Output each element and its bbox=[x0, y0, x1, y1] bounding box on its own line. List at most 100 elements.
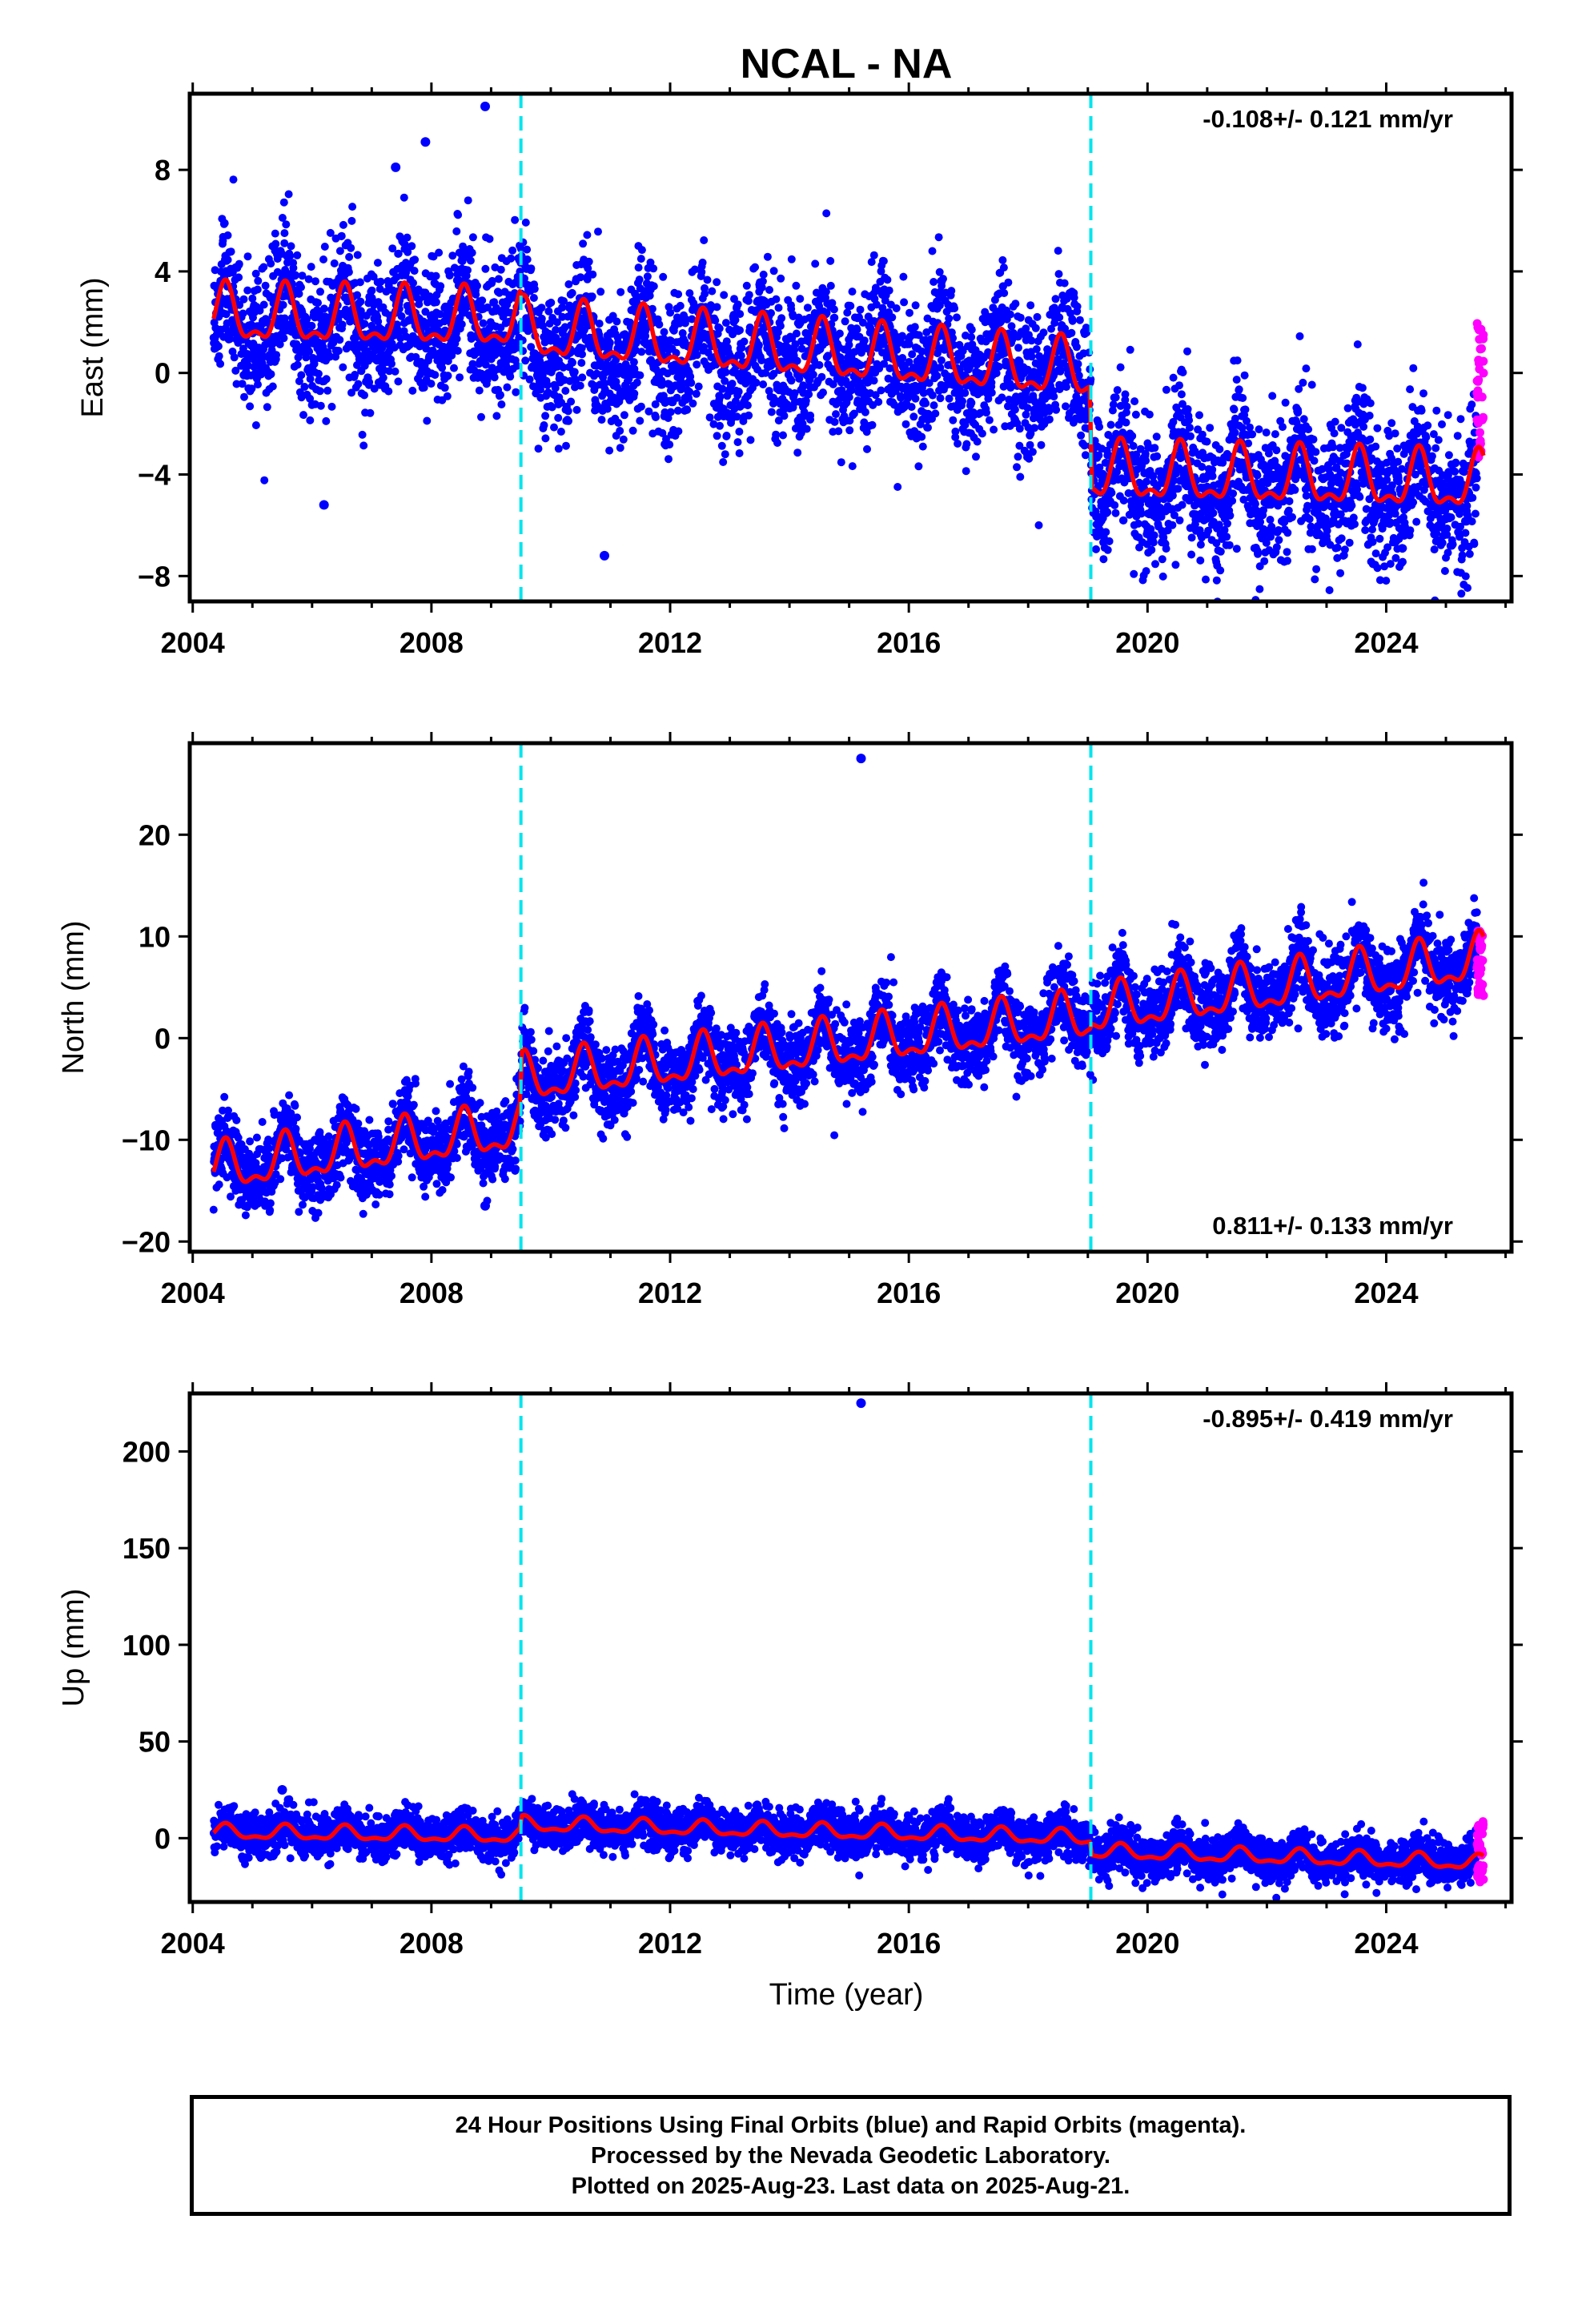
final-orbit-point bbox=[1028, 448, 1037, 456]
final-orbit-point bbox=[1105, 537, 1114, 545]
final-orbit-point bbox=[1081, 451, 1090, 460]
final-orbit-point bbox=[708, 287, 717, 296]
final-orbit-point bbox=[452, 227, 461, 235]
final-orbit-point bbox=[1417, 406, 1426, 415]
final-orbit-point bbox=[394, 377, 403, 386]
final-orbit-point bbox=[918, 442, 927, 451]
final-orbit-point bbox=[1110, 501, 1119, 509]
final-orbit-point bbox=[759, 380, 768, 388]
final-orbit-point bbox=[448, 251, 457, 260]
final-orbit-point bbox=[1099, 555, 1108, 564]
final-orbit-point bbox=[1333, 543, 1342, 552]
final-orbit-point bbox=[809, 370, 817, 379]
final-orbit-point bbox=[1150, 531, 1158, 540]
final-orbit-point bbox=[497, 400, 506, 408]
final-orbit-point bbox=[1196, 556, 1205, 565]
final-orbit-point bbox=[817, 372, 826, 381]
final-orbit-point bbox=[227, 247, 235, 256]
final-orbit-point bbox=[1142, 567, 1150, 576]
final-orbit-point bbox=[1394, 457, 1403, 466]
final-orbit-point bbox=[742, 281, 751, 290]
final-orbit-point bbox=[1281, 398, 1290, 407]
final-orbit-point bbox=[1203, 437, 1211, 446]
final-orbit-point bbox=[1283, 529, 1292, 537]
final-orbit-point bbox=[722, 432, 731, 440]
final-orbit-point bbox=[936, 394, 945, 403]
final-orbit-point bbox=[595, 320, 604, 328]
final-orbit-point bbox=[1412, 517, 1421, 526]
final-orbit-point bbox=[987, 388, 996, 397]
final-orbit-point bbox=[924, 424, 932, 432]
final-orbit-point bbox=[803, 304, 812, 312]
final-orbit-point bbox=[1228, 497, 1237, 505]
final-orbit-point bbox=[1215, 445, 1224, 453]
final-orbit-point bbox=[339, 363, 347, 372]
final-orbit-point bbox=[503, 383, 512, 392]
final-orbit-point bbox=[1202, 575, 1210, 584]
final-orbit-point bbox=[1208, 472, 1217, 480]
final-orbit-point bbox=[716, 421, 724, 430]
final-orbit-point bbox=[666, 308, 675, 317]
final-orbit-point bbox=[1113, 386, 1122, 395]
final-orbit-point bbox=[300, 383, 309, 391]
final-orbit-point bbox=[892, 304, 901, 312]
final-orbit-point bbox=[1310, 456, 1319, 465]
final-orbit-point bbox=[665, 440, 674, 449]
final-orbit-point bbox=[767, 309, 775, 317]
final-orbit-point bbox=[214, 342, 223, 351]
final-orbit-point bbox=[583, 231, 592, 239]
final-orbit-point bbox=[1422, 433, 1431, 441]
final-orbit-point bbox=[240, 392, 248, 401]
final-orbit-point bbox=[373, 259, 382, 267]
final-orbit-point bbox=[366, 408, 375, 417]
final-orbit-point bbox=[1054, 270, 1063, 279]
final-orbit-point bbox=[1010, 405, 1019, 414]
final-orbit-point bbox=[521, 356, 530, 365]
final-orbit-point bbox=[1060, 279, 1069, 287]
final-orbit-point bbox=[779, 431, 787, 440]
final-orbit-point bbox=[345, 252, 354, 261]
final-orbit-point bbox=[243, 252, 252, 261]
final-orbit-point bbox=[408, 386, 417, 395]
final-orbit-point bbox=[694, 382, 703, 391]
final-orbit-point bbox=[834, 427, 843, 436]
final-orbit-point bbox=[961, 388, 970, 397]
final-orbit-point bbox=[883, 275, 892, 284]
final-orbit-point bbox=[861, 408, 869, 416]
final-orbit-point bbox=[630, 389, 639, 398]
final-orbit-point bbox=[767, 408, 776, 416]
final-orbit-point bbox=[910, 323, 919, 332]
final-orbit-point bbox=[1016, 472, 1025, 481]
final-orbit-point bbox=[251, 269, 260, 278]
final-orbit-point bbox=[543, 380, 552, 389]
final-orbit-point bbox=[319, 304, 328, 313]
final-orbit-point bbox=[1068, 316, 1077, 325]
final-orbit-point bbox=[436, 282, 445, 291]
final-orbit-point bbox=[521, 218, 530, 227]
final-orbit-point bbox=[893, 483, 902, 491]
final-orbit-point bbox=[1162, 385, 1170, 394]
final-orbit-point bbox=[635, 275, 644, 284]
final-orbit-point bbox=[477, 412, 485, 421]
final-orbit-point bbox=[1373, 424, 1382, 432]
final-orbit-point bbox=[806, 411, 815, 420]
final-orbit-point bbox=[636, 255, 645, 263]
final-orbit-point bbox=[815, 360, 824, 369]
final-orbit-point bbox=[1399, 544, 1407, 553]
final-orbit-point bbox=[254, 276, 263, 285]
final-orbit-point bbox=[665, 455, 673, 464]
final-orbit-point bbox=[306, 394, 315, 403]
final-orbit-point bbox=[683, 405, 692, 414]
final-orbit-point bbox=[488, 276, 496, 285]
final-orbit-point bbox=[835, 329, 844, 338]
final-orbit-point bbox=[1225, 541, 1234, 549]
final-orbit-point bbox=[1142, 477, 1150, 486]
final-orbit-point bbox=[512, 388, 520, 396]
final-orbit-point bbox=[564, 280, 573, 288]
final-orbit-point bbox=[454, 211, 463, 219]
final-orbit-point bbox=[238, 380, 247, 388]
final-orbit-point bbox=[310, 360, 319, 368]
final-orbit-point bbox=[1359, 422, 1368, 431]
final-orbit-point bbox=[1006, 310, 1014, 319]
